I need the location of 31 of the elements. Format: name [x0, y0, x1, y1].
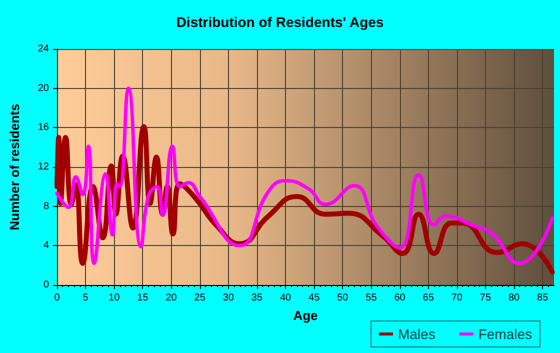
chart-title: Distribution of Residents' Ages [176, 14, 384, 30]
y-tick-label: 0 [43, 280, 50, 290]
legend-label: Females [478, 326, 532, 342]
x-tick-label: 65 [422, 292, 434, 304]
x-tick-label: 5 [82, 292, 89, 304]
y-tick-label: 16 [38, 122, 50, 134]
line-series [55, 86, 554, 266]
x-tick-label: 25 [194, 292, 206, 304]
x-tick-label: 40 [280, 292, 292, 304]
x-tick-label: 80 [508, 292, 520, 304]
x-tick-label: 20 [166, 292, 178, 304]
x-tick-label: 15 [137, 292, 149, 304]
y-tick-label: 12 [38, 162, 50, 172]
x-tick-label: 0 [54, 292, 60, 304]
x-tick-label: 60 [394, 292, 406, 304]
x-tick-label: 70 [451, 292, 463, 304]
x-axis-title: Age [293, 308, 318, 323]
x-tick-label: 85 [537, 292, 549, 304]
x-tick-label: 10 [108, 292, 120, 304]
x-tick-label: 35 [251, 292, 263, 304]
y-tick-label: 4 [43, 240, 50, 252]
x-tick-label: 45 [308, 292, 320, 304]
x-tick-label: 30 [222, 292, 234, 304]
y-tick-label: 20 [38, 82, 50, 94]
legend-label: Males [398, 326, 436, 342]
x-tick-label: 55 [366, 292, 378, 304]
x-tick-label: 75 [480, 292, 492, 304]
y-tick-label: 24 [38, 44, 50, 54]
x-tick-label: 50 [337, 292, 349, 304]
y-axis-title: Number of residents [7, 104, 22, 230]
y-tick-label: 8 [43, 200, 50, 212]
